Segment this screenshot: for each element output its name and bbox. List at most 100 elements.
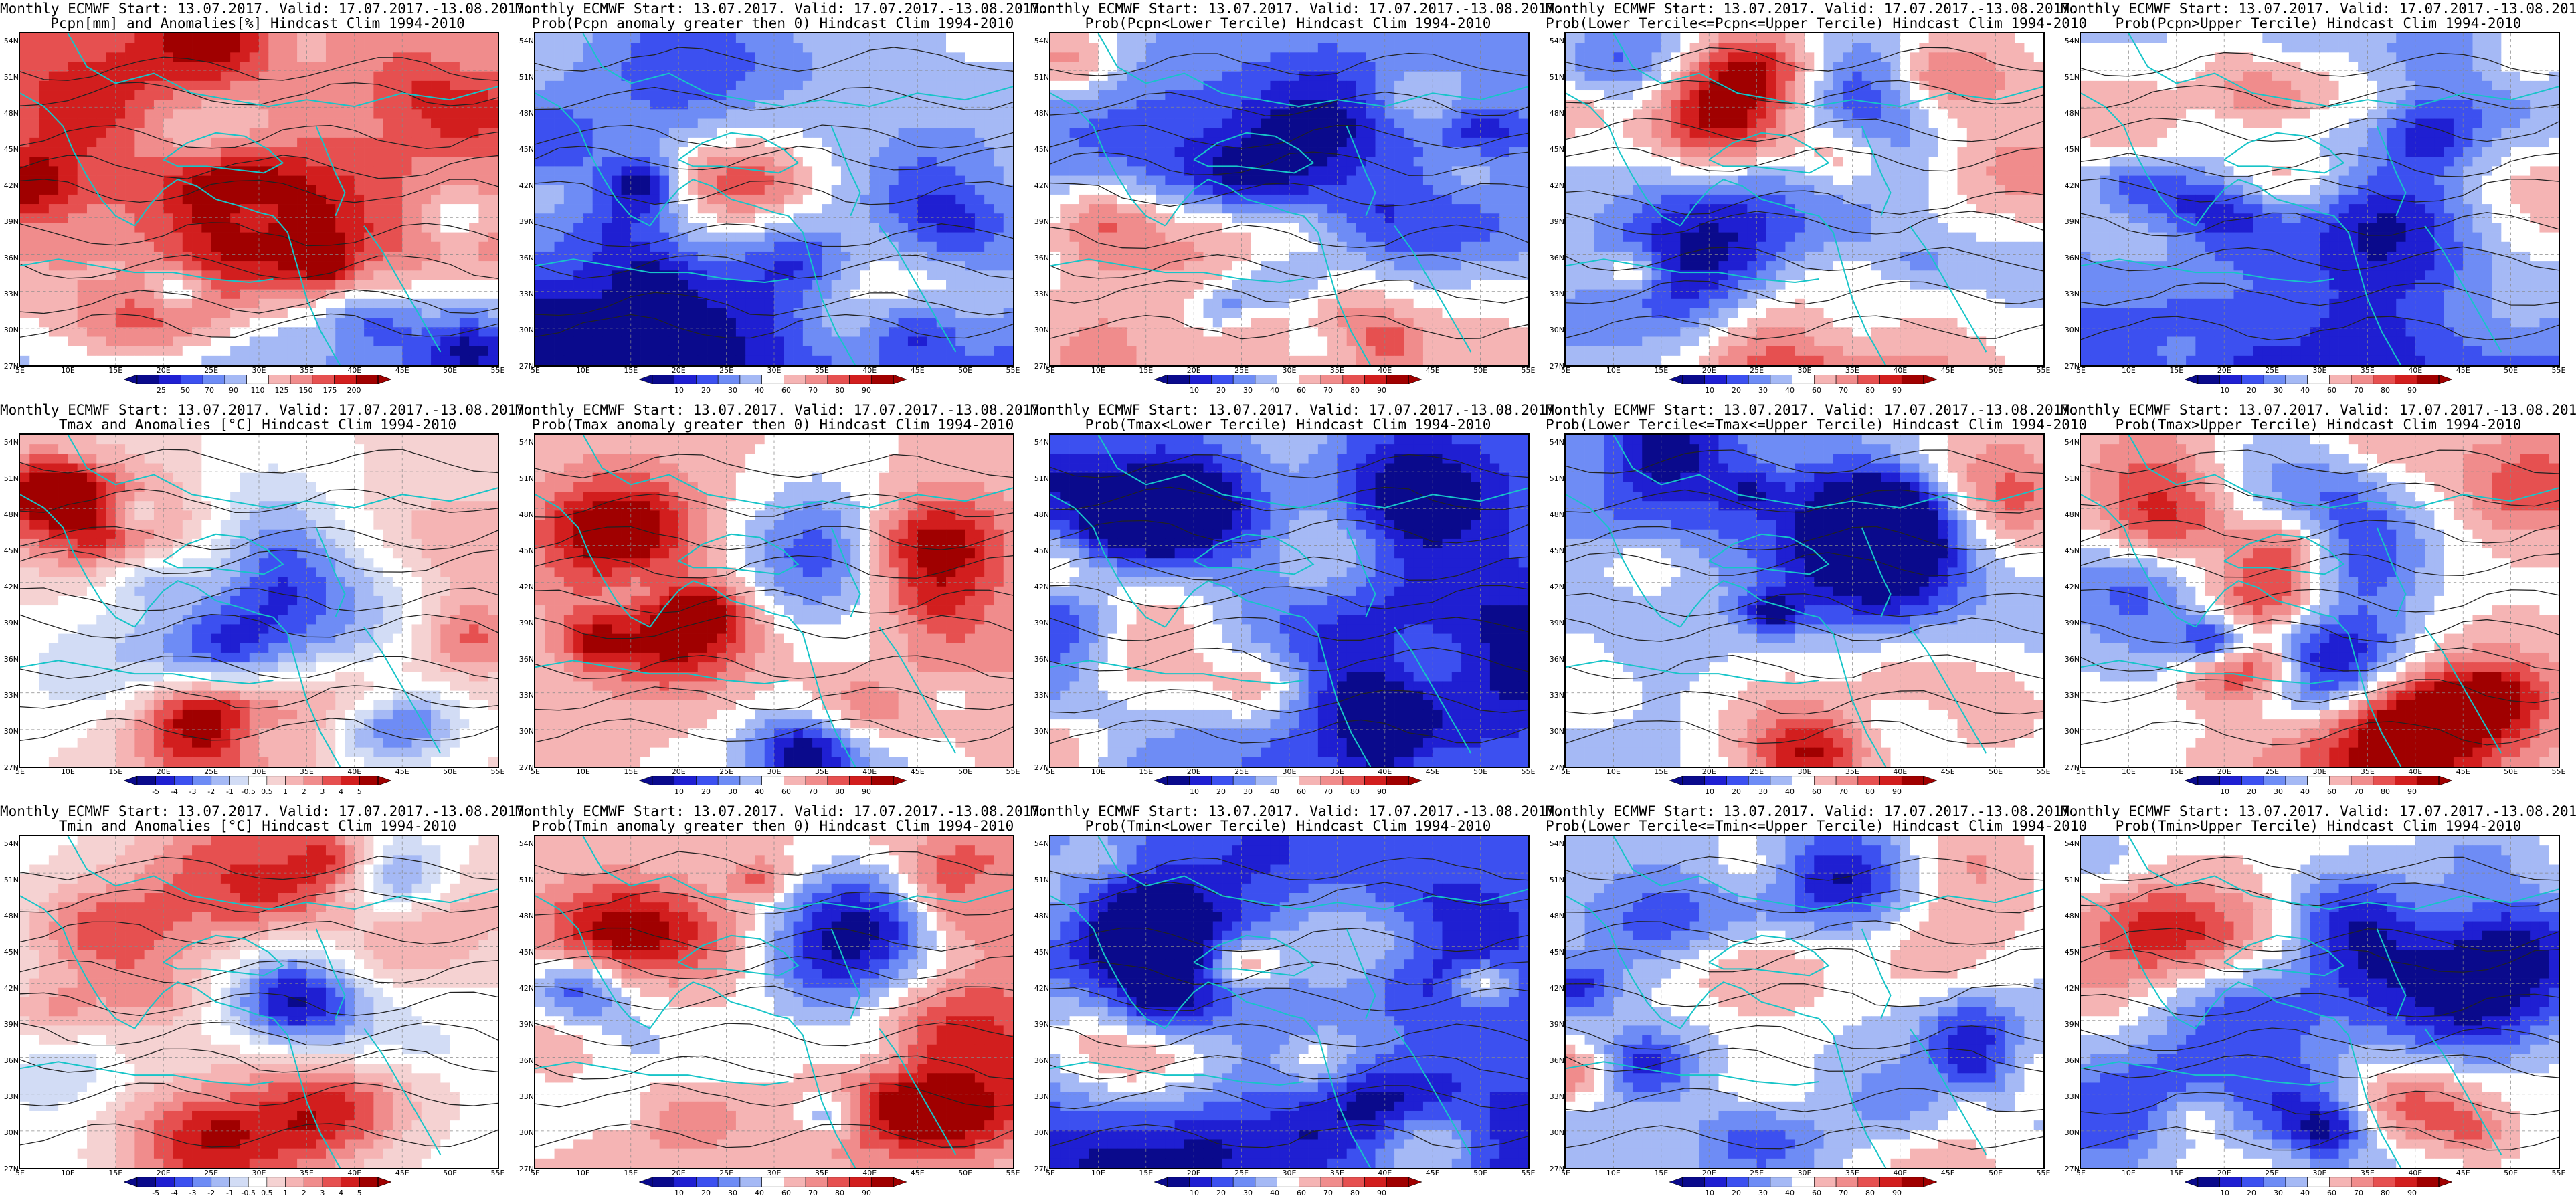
field-cell: [965, 175, 976, 186]
field-cell: [268, 355, 278, 365]
field-cell: [630, 289, 641, 300]
field-cell: [1289, 232, 1299, 243]
field-cell: [621, 157, 632, 167]
field-cell: [1337, 118, 1348, 129]
field-cell: [488, 251, 498, 262]
field-cell: [735, 270, 746, 280]
field-cell: [1384, 52, 1395, 62]
field-cell: [1346, 147, 1357, 157]
field-cell: [927, 223, 937, 233]
field-cell: [573, 43, 583, 53]
field-cell: [1136, 100, 1147, 110]
field-cell: [994, 346, 1004, 357]
field-cell: [1509, 62, 1520, 72]
field-cell: [431, 261, 441, 271]
field-cell: [431, 318, 441, 328]
field-cell: [1489, 109, 1500, 119]
field-cell: [697, 308, 708, 318]
field-cell: [1308, 175, 1319, 186]
field-cell: [612, 318, 622, 328]
field-cell: [927, 166, 937, 176]
field-cell: [640, 327, 650, 337]
field-cell: [39, 298, 50, 309]
field-cell: [1337, 232, 1348, 243]
field-cell: [994, 109, 1004, 119]
field-cell: [764, 327, 775, 337]
field-cell: [173, 147, 183, 157]
field-cell: [1089, 157, 1099, 167]
field-cell: [383, 251, 393, 262]
field-cell: [1184, 204, 1194, 214]
field-cell: [898, 232, 909, 243]
field-cell: [793, 137, 804, 148]
field-cell: [106, 100, 116, 110]
field-cell: [354, 52, 365, 62]
field-cell: [879, 43, 889, 53]
field-cell: [287, 147, 298, 157]
field-cell: [1384, 137, 1395, 148]
field-cell: [450, 194, 460, 205]
field-cell: [755, 157, 765, 167]
field-cell: [144, 100, 155, 110]
field-cell: [96, 213, 106, 223]
field-cell: [946, 109, 956, 119]
field-cell: [659, 280, 670, 290]
field-cell: [1356, 223, 1366, 233]
field-cell: [898, 261, 909, 271]
field-cell: [602, 43, 612, 53]
field-cell: [316, 175, 327, 186]
field-cell: [287, 90, 298, 100]
field-cell: [573, 157, 583, 167]
field-cell: [268, 251, 278, 262]
field-cell: [1299, 194, 1309, 205]
field-cell: [927, 355, 937, 365]
field-cell: [745, 270, 755, 280]
field-cell: [48, 251, 59, 262]
field-cell: [1060, 147, 1070, 157]
colorbar-swatch: [849, 375, 872, 384]
field-cell: [134, 118, 145, 129]
field-cell: [994, 128, 1004, 138]
field-cell: [1327, 90, 1338, 100]
field-cell: [659, 109, 670, 119]
field-cell: [726, 166, 737, 176]
field-cell: [802, 33, 813, 43]
field-cell: [793, 261, 804, 271]
field-cell: [1394, 90, 1404, 100]
field-cell: [717, 346, 727, 357]
field-cell: [259, 52, 269, 62]
field-cell: [764, 223, 775, 233]
field-cell: [1184, 147, 1194, 157]
field-cell: [1509, 175, 1520, 186]
field-cell: [440, 109, 450, 119]
field-cell: [1384, 157, 1395, 167]
field-cell: [965, 185, 976, 195]
field-cell: [889, 327, 899, 337]
field-cell: [812, 213, 822, 223]
field-cell: [364, 241, 374, 252]
field-cell: [659, 298, 670, 309]
field-cell: [1212, 62, 1223, 72]
field-cell: [784, 289, 794, 300]
field-cell: [697, 52, 708, 62]
field-cell: [1156, 270, 1166, 280]
field-cell: [240, 33, 250, 43]
field-cell: [755, 270, 765, 280]
field-cell: [354, 118, 365, 129]
field-cell: [1422, 52, 1433, 62]
field-cell: [450, 298, 460, 309]
field-cell: [1327, 157, 1338, 167]
field-cell: [1499, 185, 1509, 195]
field-cell: [1346, 71, 1357, 82]
field-cell: [1404, 43, 1414, 53]
field-cell: [917, 33, 927, 43]
field-cell: [1327, 241, 1338, 252]
field-cell: [1471, 251, 1481, 262]
field-cell: [411, 80, 422, 91]
field-cell: [907, 100, 918, 110]
field-cell: [325, 137, 336, 148]
field-cell: [936, 232, 947, 243]
field-cell: [927, 204, 937, 214]
field-cell: [535, 261, 545, 271]
field-cell: [211, 280, 221, 290]
